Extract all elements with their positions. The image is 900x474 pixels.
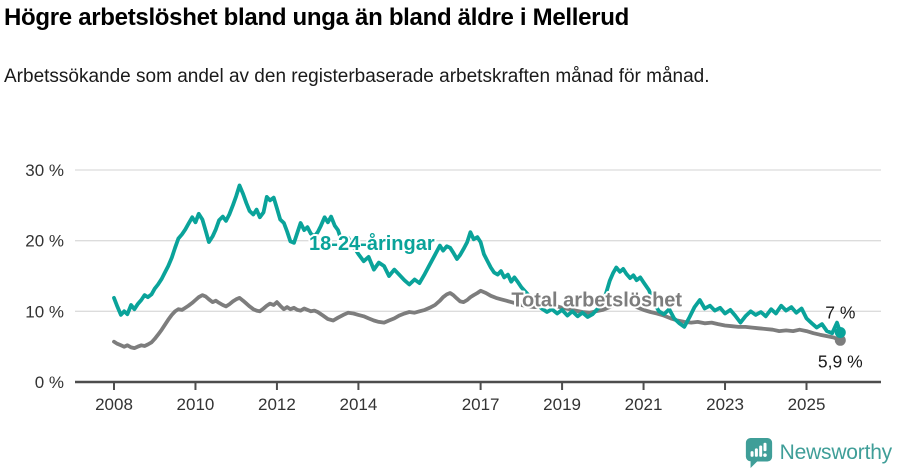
x-tick-label: 2017 (462, 395, 500, 414)
newsworthy-brand-text: Newsworthy (779, 441, 893, 464)
x-tick-label: 2019 (543, 395, 581, 414)
y-tick-label: 10 % (25, 302, 64, 321)
x-tick-label: 2010 (177, 395, 215, 414)
newsworthy-branding: Newsworthy (744, 437, 892, 469)
page-title: Högre arbetslöshet bland unga än bland ä… (4, 4, 629, 31)
page-subtitle: Arbetssökande som andel av den registerb… (4, 66, 710, 87)
series-line-1 (112, 183, 843, 336)
series-line-0 (112, 288, 843, 351)
y-tick-label: 30 % (25, 161, 64, 180)
newsworthy-logo-icon (745, 438, 772, 468)
x-tick-label: 2008 (95, 395, 133, 414)
x-tick-label: 2014 (339, 395, 377, 414)
series-name-label-1: 18-24-åringar (309, 232, 435, 255)
x-tick-label: 2021 (625, 395, 663, 414)
series-end-value-label-0: 5,9 % (818, 351, 863, 371)
y-tick-label: 0 % (35, 373, 64, 392)
x-tick-label: 2023 (706, 395, 744, 414)
x-tick-label: 2025 (788, 395, 826, 414)
series-end-dot-0 (834, 334, 846, 346)
series-end-dot-1 (834, 327, 846, 339)
x-tick-label: 2012 (258, 395, 296, 414)
series-name-label-0: Total arbetslöshet (511, 289, 682, 311)
y-tick-label: 20 % (25, 232, 64, 251)
series-end-value-label-1: 7 % (825, 303, 855, 323)
